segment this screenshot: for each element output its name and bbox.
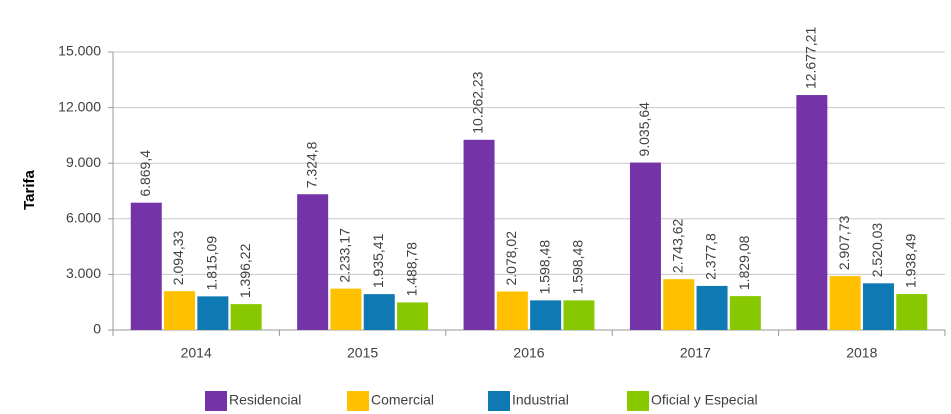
bar [330, 288, 362, 330]
legend-label: Residencial [229, 392, 301, 408]
legend-swatch [627, 391, 649, 411]
legend-swatch [488, 391, 510, 411]
data-label: 1.488,78 [403, 242, 419, 297]
data-label: 2.233,17 [337, 228, 353, 283]
bar [363, 294, 395, 330]
data-label: 2.907,73 [836, 215, 852, 270]
y-tick-label: 6.000 [66, 210, 101, 226]
data-label: 1.598,48 [536, 240, 552, 295]
data-label: 1.829,08 [736, 235, 752, 290]
bar [130, 202, 162, 330]
y-tick-label: 9.000 [66, 154, 101, 170]
bar [297, 194, 329, 330]
data-label: 2.094,33 [170, 230, 186, 285]
bar [397, 302, 429, 330]
bar [463, 139, 495, 330]
legend-label: Comercial [371, 392, 434, 408]
data-label: 2.377,8 [703, 233, 719, 280]
data-label: 10.262,23 [470, 71, 486, 133]
x-tick-label: 2014 [181, 345, 212, 361]
legend-swatch [347, 391, 369, 411]
data-label: 1.598,48 [570, 240, 586, 295]
x-tick-label: 2015 [347, 345, 378, 361]
data-label: 6.869,4 [137, 150, 153, 197]
data-label: 1.938,49 [902, 233, 918, 288]
bar [230, 304, 262, 330]
y-tick-label: 0 [93, 321, 101, 337]
bar [729, 296, 761, 330]
data-label: 1.396,22 [237, 243, 253, 298]
bar [629, 162, 661, 330]
bar [496, 291, 528, 330]
y-tick-label: 3.000 [66, 265, 101, 281]
bar [796, 95, 828, 330]
data-label: 9.035,64 [636, 102, 652, 157]
x-tick-label: 2018 [846, 345, 877, 361]
bar [829, 276, 861, 330]
y-tick-label: 12.000 [58, 98, 101, 114]
x-tick-label: 2017 [680, 345, 711, 361]
bar [197, 296, 229, 330]
data-label: 2.078,02 [503, 231, 519, 286]
y-axis-label: Tarifa [21, 169, 38, 209]
data-label: 1.815,09 [204, 236, 220, 291]
x-tick-label: 2016 [513, 345, 544, 361]
data-label: 1.935,41 [370, 233, 386, 288]
bar [862, 283, 894, 330]
bar [696, 285, 728, 330]
bar [563, 300, 595, 330]
data-label: 12.677,21 [803, 27, 819, 89]
bar [164, 291, 196, 330]
data-label: 7.324,8 [303, 141, 319, 188]
legend-label: Industrial [512, 392, 569, 408]
bar [896, 294, 928, 330]
bar [530, 300, 562, 330]
legend-label: Oficial y Especial [651, 392, 758, 408]
legend-swatch [205, 391, 227, 411]
bar [663, 279, 695, 330]
data-label: 2.743,62 [669, 218, 685, 273]
y-tick-label: 15.000 [58, 43, 101, 59]
data-label: 2.520,03 [869, 223, 885, 278]
